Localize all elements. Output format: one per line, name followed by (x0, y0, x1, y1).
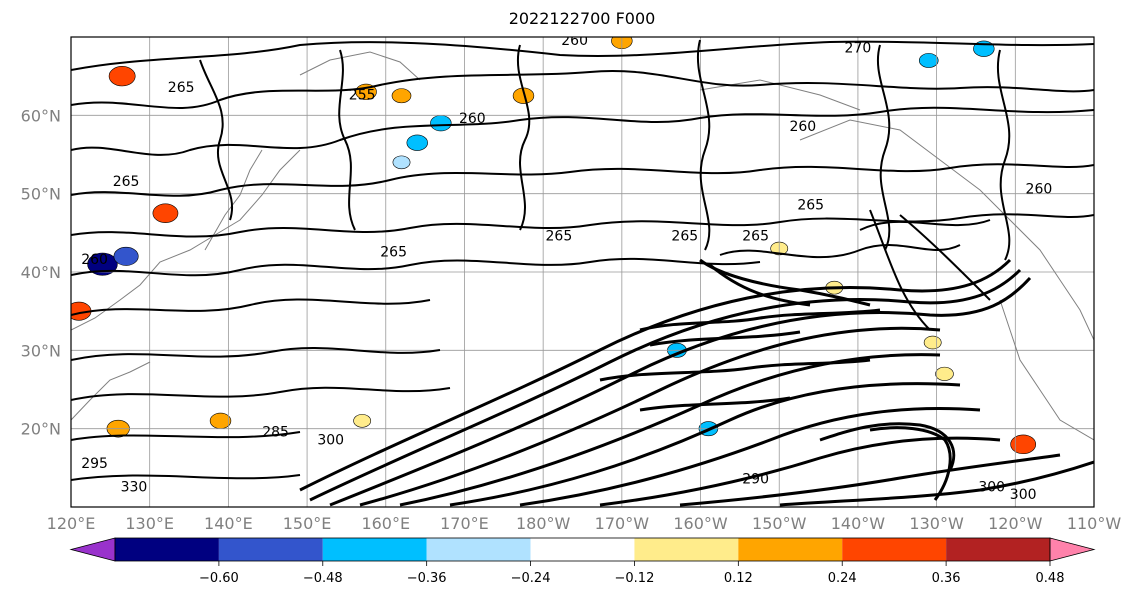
lon-tick-label: 130°E (125, 514, 174, 533)
colorbar-segment (946, 538, 1050, 561)
contour-label: 260 (561, 33, 588, 49)
contour-label: 290 (742, 472, 769, 488)
contour-lines (71, 39, 1094, 481)
anomaly-patch (108, 66, 136, 87)
colorbar-frame (114, 537, 1051, 562)
colorbar-tick-label: 0.48 (1036, 571, 1065, 586)
colorbar-segment (738, 538, 843, 561)
contour-label: 265 (742, 229, 769, 245)
anomaly-patch (923, 335, 942, 350)
lon-tick-label: 120°W (988, 514, 1043, 533)
lon-tick-label: 170°E (440, 514, 489, 533)
contour-label: 260 (789, 119, 816, 135)
lon-tick-label: 160°E (361, 514, 410, 533)
lon-tick-label: 160°W (673, 514, 728, 533)
lon-tick-label: 150°W (752, 514, 807, 533)
contour-label: 295 (81, 456, 108, 472)
colorbar-tick-label: −0.24 (511, 571, 551, 586)
colorbar: −0.60 −0.48 −0.36 −0.24 −0.12 0.12 0.24 0.36 0.4… (69, 537, 1096, 586)
lon-tick-label: 150°E (283, 514, 332, 533)
map-frame (70, 36, 1095, 508)
plot-area: 260 270 265 255 260 260 265 260 265 260 265 265 265 2… (71, 33, 1094, 507)
anomaly-patch (1010, 434, 1037, 455)
lat-tick-label: 40°N (21, 263, 61, 282)
lon-tick-label: 170°W (595, 514, 650, 533)
contour-label: 300 (1010, 487, 1037, 503)
anomaly-patch (152, 203, 179, 223)
colorbar-segment (115, 538, 219, 561)
colorbar-tick-label: −0.12 (615, 571, 655, 586)
colorbar-extend-high (1049, 537, 1096, 562)
colorbar-segment (426, 538, 531, 561)
colorbar-segment (218, 538, 323, 561)
contour-label: 265 (546, 229, 573, 245)
contour-label: 260 (1026, 182, 1053, 198)
lon-tick-label: 140°W (831, 514, 886, 533)
contour-label-layer: 260 270 265 255 260 260 265 260 265 260 265 265 265 2… (81, 33, 1053, 503)
contour-label: 300 (317, 432, 344, 448)
colorbar-segment (842, 538, 947, 561)
contour-label: 260 (81, 252, 108, 268)
colorbar-segment (530, 538, 635, 561)
anomaly-fill-layer (71, 37, 1037, 455)
anomaly-patch (918, 53, 939, 68)
anomaly-patch (353, 414, 372, 428)
contour-label: 255 (349, 88, 376, 104)
lon-tick-label: 180°W (516, 514, 571, 533)
anomaly-patch (935, 366, 954, 381)
contour-label: 330 (121, 479, 148, 495)
contour-label: 300 (978, 479, 1005, 495)
colorbar-tick-label: −0.48 (303, 571, 343, 586)
latitude-tick-labels: 20°N 30°N 40°N 50°N 60°N (21, 106, 61, 438)
contour-label: 265 (671, 229, 698, 245)
anomaly-patch (391, 88, 412, 104)
contour-label: 265 (797, 197, 824, 213)
colorbar-tick-label: 0.24 (828, 571, 857, 586)
longitude-tick-labels: 120°E 130°E 140°E 150°E 160°E 170°E 180°W 170°W… (47, 514, 1122, 533)
jet-band-contours (299, 258, 1094, 507)
lon-tick-label: 120°E (47, 514, 96, 533)
contour-label: 265 (113, 174, 140, 190)
anomaly-patch (209, 412, 232, 429)
contour-label: 265 (168, 80, 195, 96)
colorbar-tick-label: 0.12 (724, 571, 753, 586)
lat-tick-label: 20°N (21, 420, 61, 439)
colorbar-extend-low (69, 537, 116, 562)
colorbar-segment (634, 538, 739, 561)
lon-tick-label: 130°W (909, 514, 964, 533)
colorbar-tick-label: −0.60 (199, 571, 239, 586)
colorbar-tick-label: −0.36 (407, 571, 447, 586)
anomaly-patch (430, 115, 452, 132)
colorbar-segment (322, 538, 427, 561)
contour-label: 260 (459, 111, 486, 127)
contour-label: 285 (262, 425, 289, 441)
lat-tick-label: 60°N (21, 106, 61, 125)
colorbar-tick-label: 0.36 (932, 571, 961, 586)
anomaly-patch (113, 246, 139, 266)
lat-tick-label: 30°N (21, 341, 61, 360)
contour-label: 265 (380, 244, 407, 260)
anomaly-patch (406, 134, 428, 151)
anomaly-patch (87, 252, 118, 276)
contour-label: 270 (845, 41, 872, 57)
anomaly-patch (392, 155, 411, 170)
lon-tick-label: 140°E (204, 514, 253, 533)
lat-tick-label: 50°N (21, 185, 61, 204)
lon-tick-label: 110°W (1067, 514, 1122, 533)
map-title: 2022122700 F000 (508, 9, 656, 28)
